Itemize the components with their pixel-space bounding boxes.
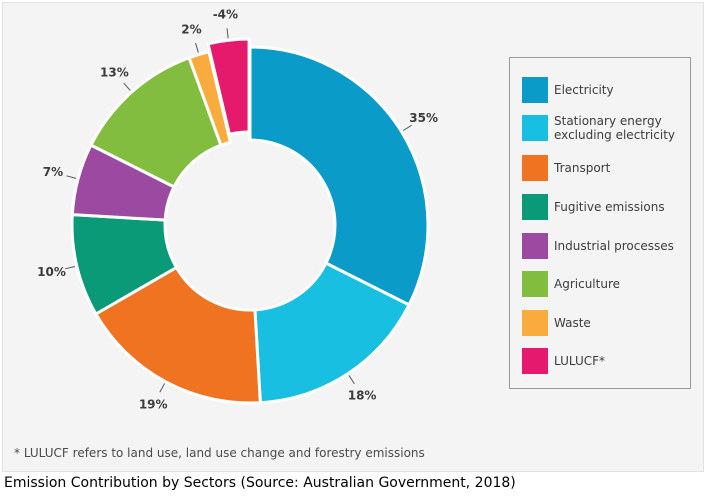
legend-swatch [522, 194, 548, 220]
slice-waste [187, 49, 233, 148]
legend-label: Transport [554, 161, 611, 175]
legend-item-electricity: Electricity [522, 76, 614, 104]
leader-line-waste [195, 42, 199, 53]
legend: Electricity Stationary energy excluding e… [509, 57, 691, 389]
pct-label-transport: 19% [139, 398, 168, 412]
pct-label-lulucf: -4% [213, 7, 238, 21]
legend-item-waste: Waste [522, 309, 591, 337]
leader-line-industrial-processes [66, 175, 77, 179]
legend-item-fugitive-emissions: Fugitive emissions [522, 193, 665, 221]
legend-label: Fugitive emissions [554, 200, 665, 214]
legend-swatch [522, 77, 548, 103]
leader-line-stationary-energy-excluding-electricity [348, 375, 355, 385]
pct-label-agriculture: 13% [100, 66, 129, 80]
leader-line-agriculture [123, 82, 131, 91]
slice-lulucf [206, 37, 251, 137]
figure-caption: Emission Contribution by Sectors (Source… [4, 475, 516, 491]
legend-item-stationary-energy-excluding-electricity: Stationary energy excluding electricity [522, 114, 684, 142]
pct-label-waste: 2% [181, 23, 201, 37]
legend-swatch [522, 155, 548, 181]
legend-swatch [522, 233, 548, 259]
legend-swatch [522, 348, 548, 374]
legend-label: Stationary energy excluding electricity [554, 114, 675, 142]
legend-label: LULUCF* [554, 354, 606, 368]
leader-line-transport [159, 383, 166, 393]
legend-label: Industrial processes [554, 239, 674, 253]
legend-label: Electricity [554, 83, 614, 97]
pct-label-industrial-processes: 7% [43, 165, 63, 179]
leader-line-lulucf [226, 28, 229, 39]
legend-label: Agriculture [554, 277, 620, 291]
slice-stationary-energy-excluding-electricity [253, 261, 412, 405]
legend-item-lulucf: LULUCF* [522, 347, 605, 375]
pct-label-electricity: 35% [409, 111, 438, 125]
legend-label: Waste [554, 316, 591, 330]
legend-swatch [522, 310, 548, 336]
legend-swatch [522, 115, 548, 141]
pct-label-stationary-energy-excluding-electricity: 18% [348, 388, 377, 402]
slice-electricity [248, 45, 430, 307]
legend-item-transport: Transport [522, 154, 610, 182]
legend-item-industrial-processes: Industrial processes [522, 232, 674, 260]
legend-item-agriculture: Agriculture [522, 270, 620, 298]
leader-line-electricity [402, 124, 412, 131]
legend-swatch [522, 271, 548, 297]
leader-line-fugitive-emissions [65, 266, 75, 270]
pct-label-fugitive-emissions: 10% [37, 265, 66, 279]
footnote: * LULUCF refers to land use, land use ch… [14, 446, 425, 460]
slice-transport [93, 265, 262, 405]
